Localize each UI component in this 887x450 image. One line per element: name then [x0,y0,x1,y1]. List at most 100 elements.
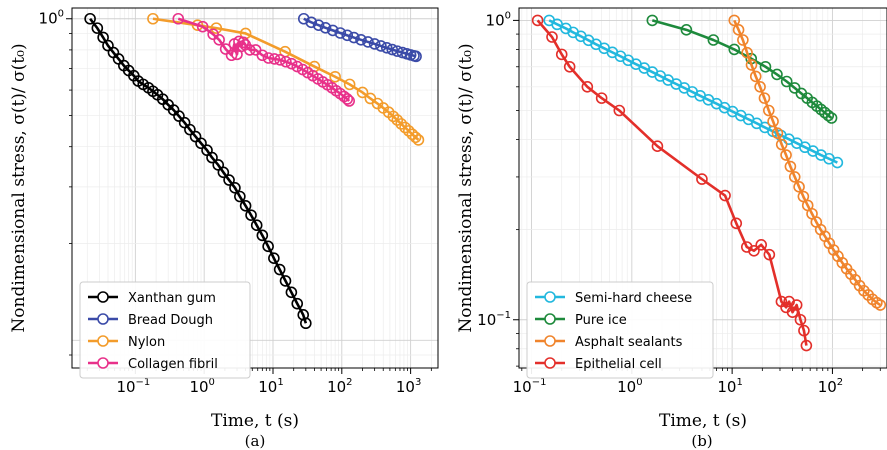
data-point-asphalt-sealants [788,171,801,183]
data-point-bread-dough [410,50,422,63]
data-point-xanthan-gum [250,219,263,231]
y-axis-label: Nondimensional stress, σ(t)/ σ(t₀) [456,43,476,332]
data-point-bread-dough [362,36,374,48]
legend-label-collagen-fibril: Collagen fibril [128,357,218,372]
data-point-asphalt-sealants [745,59,758,71]
data-point-bread-dough [312,19,325,31]
data-point-nylon [147,12,159,25]
x-tick-label: 101 [717,377,742,396]
data-point-nylon [343,78,356,91]
data-point-nylon [210,22,223,34]
data-point-asphalt-sealants [767,115,779,128]
data-point-nylon [387,110,400,123]
x-tick-label: 10−1 [513,377,547,396]
data-point-asphalt-sealants [732,24,745,36]
data-point-asphalt-sealants [784,160,797,173]
series-semi-hard-cheese [543,14,844,169]
y-tick-label: 100 [39,9,64,28]
data-point-asphalt-sealants [762,104,775,117]
legend-marker-xanthan-gum [97,291,109,303]
data-point-pure-ice [780,75,793,88]
legend: Semi-hard cheese Pure ice Asphalt sealants… [526,281,714,379]
data-point-asphalt-sealants [771,127,784,139]
data-point-asphalt-sealants [780,149,792,161]
data-point-xanthan-gum [285,286,298,299]
data-point-bread-dough [386,43,399,56]
series-collagen-fibril [172,12,355,107]
plot-area [531,14,887,352]
data-point-asphalt-sealants [793,181,805,193]
data-point-xanthan-gum [256,229,269,242]
data-point-epithelial-cell [696,173,708,185]
data-point-xanthan-gum [279,275,292,287]
data-point-bread-dough [368,38,381,50]
legend-label-nylon: Nylon [128,335,165,350]
legend-marker-pure-ice [544,313,556,325]
data-point-xanthan-gum [97,31,109,44]
data-point-bread-dough [380,42,393,54]
series-line-semi-hard-cheese [548,19,838,164]
data-point-xanthan-gum [268,252,280,265]
data-point-epithelial-cell [748,244,760,257]
panel-b: 10−1 100 101 102 100 10−1 Time, t (s) Nondimens… [456,7,887,450]
series-pure-ice [646,14,838,124]
data-point-xanthan-gum [291,297,304,310]
data-point-collagen-fibril [196,20,209,33]
data-point-epithelial-cell [763,248,776,261]
data-point-xanthan-gum [229,182,241,194]
x-axis-label: Time, t (s) [659,411,747,431]
data-point-pure-ice [728,43,741,56]
data-point-semi-hard-cheese [831,156,844,169]
panel-a: 10−1 100 101 102 103 100 Time, t (s) Nondimensi… [9,7,439,450]
data-point-nylon [329,70,341,83]
data-point-nylon [399,121,411,134]
data-point-collagen-fibril [237,36,250,49]
data-point-xanthan-gum [84,12,96,25]
data-point-xanthan-gum [91,22,104,34]
data-point-pure-ice [707,34,720,46]
data-point-pure-ice [646,14,659,27]
data-point-collagen-fibril [291,60,304,73]
legend-label-xanthan-gum: Xanthan gum [128,291,216,306]
data-point-nylon [356,86,369,99]
series-line-nylon [152,17,420,141]
y-tick-label: 10−1 [477,310,511,329]
data-point-asphalt-sealants [874,299,887,311]
x-tick-label: 103 [396,377,421,396]
data-point-collagen-fibril [341,93,354,105]
legend-label-epithelial-cell: Epithelial cell [575,357,662,372]
data-point-asphalt-sealants [758,92,771,104]
data-point-pure-ice [788,82,801,94]
legend-marker-bread-dough [97,313,109,325]
series-epithelial-cell [531,14,813,352]
series-line-bread-dough [303,17,417,58]
x-tick-label: 102 [327,377,352,396]
data-point-pure-ice [680,24,693,36]
data-point-epithelial-cell [531,14,544,27]
series-xanthan-gum [84,12,312,330]
data-point-epithelial-cell [790,299,803,311]
data-point-xanthan-gum [273,263,286,276]
series-bread-dough [297,12,422,63]
legend-marker-collagen-fibril [97,357,109,369]
data-point-nylon [402,125,415,137]
data-point-collagen-fibril [280,55,292,68]
data-point-asphalt-sealants [797,190,810,203]
data-point-epithelial-cell [651,140,664,152]
data-point-epithelial-cell [730,217,743,230]
data-point-nylon [395,118,408,130]
data-point-pure-ice [771,68,783,81]
data-point-pure-ice [825,112,838,124]
data-point-bread-dough [341,29,354,42]
legend: Xanthan gum Bread Dough Nylon Collagen fibr… [79,281,251,379]
data-point-asphalt-sealants [741,46,753,59]
data-point-collagen-fibril [262,52,275,64]
data-point-xanthan-gum [245,209,257,221]
data-point-collagen-fibril [285,57,298,70]
legend-label-asphalt-sealants: Asphalt sealants [575,335,683,350]
data-point-epithelial-cell [755,238,768,251]
data-point-collagen-fibril [274,54,286,66]
data-point-asphalt-sealants [728,14,741,27]
panel-caption: (a) [245,432,266,450]
